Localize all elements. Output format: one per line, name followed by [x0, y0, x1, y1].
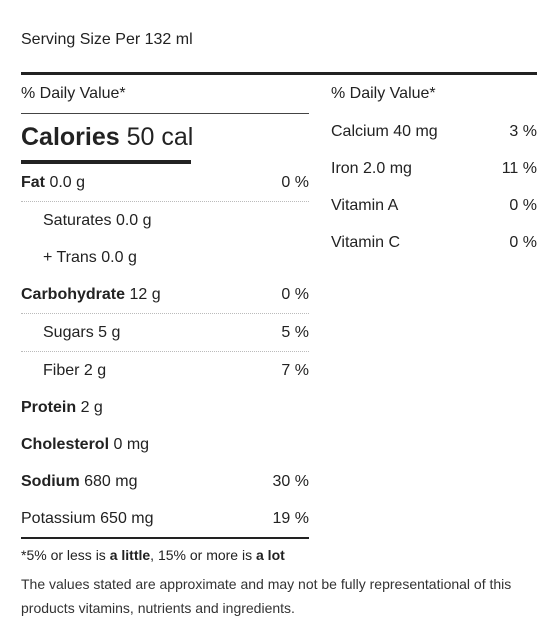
disclaimer: The values stated are approximate and ma… — [21, 576, 512, 616]
nutrient-row-trans: + Trans 0.0 g — [21, 239, 309, 276]
nutrient-percent: 0 % — [281, 286, 309, 303]
calories-underline — [21, 160, 191, 164]
vitamin-row-vitamin-a: Vitamin A 0 % — [331, 187, 537, 224]
vitamin-label: Iron 2.0 mg — [331, 160, 412, 177]
nutrient-percent: 5 % — [281, 324, 309, 341]
nutrient-label: Carbohydrate — [21, 286, 126, 303]
vitamin-row-iron: Iron 2.0 mg 11 % — [331, 150, 537, 187]
calories-value: 50 cal — [126, 123, 194, 151]
vitamin-label: Calcium 40 mg — [331, 123, 438, 140]
serving-size: Serving Size Per 132 ml — [21, 31, 193, 48]
nutrient-label: Protein — [21, 399, 77, 416]
nutrient-label: Potassium — [21, 510, 96, 527]
nutrient-amount: 0.0 g — [101, 249, 137, 266]
vitamin-percent: 3 % — [509, 123, 537, 140]
vitamin-label: Vitamin A — [331, 197, 399, 214]
nutrient-label: Sugars — [43, 324, 94, 341]
nutrient-row-sodium: Sodium 680 mg 30 % — [21, 463, 309, 500]
left-column: % Daily Value* Calories 50 cal Fat 0.0 g… — [21, 75, 309, 539]
nutrient-percent: 7 % — [281, 362, 309, 379]
daily-value-header: % Daily Value* — [331, 85, 436, 102]
nutrient-amount: 0.0 g — [49, 174, 86, 191]
nutrient-percent: 30 % — [272, 473, 309, 490]
nutrient-label: Cholesterol — [21, 436, 110, 453]
nutrient-amount: 12 g — [129, 286, 161, 303]
nutrient-label: Sodium — [21, 473, 80, 490]
nutrient-row-sugars: Sugars 5 g 5 % — [21, 314, 309, 352]
nutrient-row-potassium: Potassium 650 mg 19 % — [21, 500, 309, 539]
nutrient-percent: 19 % — [272, 510, 309, 527]
nutrient-amount: 0 mg — [113, 436, 150, 453]
nutrient-row-cholesterol: Cholesterol 0 mg — [21, 426, 309, 463]
nutrient-row-fat: Fat 0.0 g 0 % — [21, 164, 309, 202]
daily-value-header: % Daily Value* — [21, 75, 309, 114]
vitamin-percent: 0 % — [509, 197, 537, 214]
nutrient-amount: 0.0 g — [115, 212, 152, 229]
nutrient-label: Saturates — [43, 212, 112, 229]
nutrient-label: + Trans — [43, 249, 97, 266]
footnote-text: *5% or less is — [21, 547, 110, 563]
nutrient-label: Fat — [21, 174, 45, 191]
nutrient-amount: 650 mg — [100, 510, 154, 527]
daily-value-footnote: *5% or less is a little, 15% or more is … — [21, 547, 285, 563]
nutrient-row-saturates: Saturates 0.0 g — [21, 202, 309, 239]
top-divider — [21, 72, 537, 75]
nutrient-row-protein: Protein 2 g — [21, 389, 309, 426]
nutrient-amount: 5 g — [98, 324, 121, 341]
nutrient-amount: 2 g — [80, 399, 103, 416]
nutrient-label: Fiber — [43, 362, 80, 379]
nutrient-row-fiber: Fiber 2 g 7 % — [21, 352, 309, 389]
nutrient-row-carbohydrate: Carbohydrate 12 g 0 % — [21, 276, 309, 314]
calories-line: Calories 50 cal — [21, 114, 309, 160]
vitamin-percent: 11 % — [501, 160, 537, 177]
footnote-lot: a lot — [256, 547, 285, 563]
nutrient-percent: 0 % — [281, 174, 309, 191]
nutrient-amount: 680 mg — [84, 473, 138, 490]
vitamin-label: Vitamin C — [331, 234, 401, 251]
right-column: % Daily Value* Calcium 40 mg 3 % Iron 2.… — [331, 75, 537, 261]
calories-label: Calories — [21, 123, 120, 151]
vitamin-row-calcium: Calcium 40 mg 3 % — [331, 113, 537, 150]
footnote-text: , 15% or more is — [150, 547, 256, 563]
vitamin-percent: 0 % — [509, 234, 537, 251]
footnote-little: a little — [109, 547, 151, 563]
nutrient-amount: 2 g — [83, 362, 107, 379]
vitamin-row-vitamin-c: Vitamin C 0 % — [331, 224, 537, 261]
